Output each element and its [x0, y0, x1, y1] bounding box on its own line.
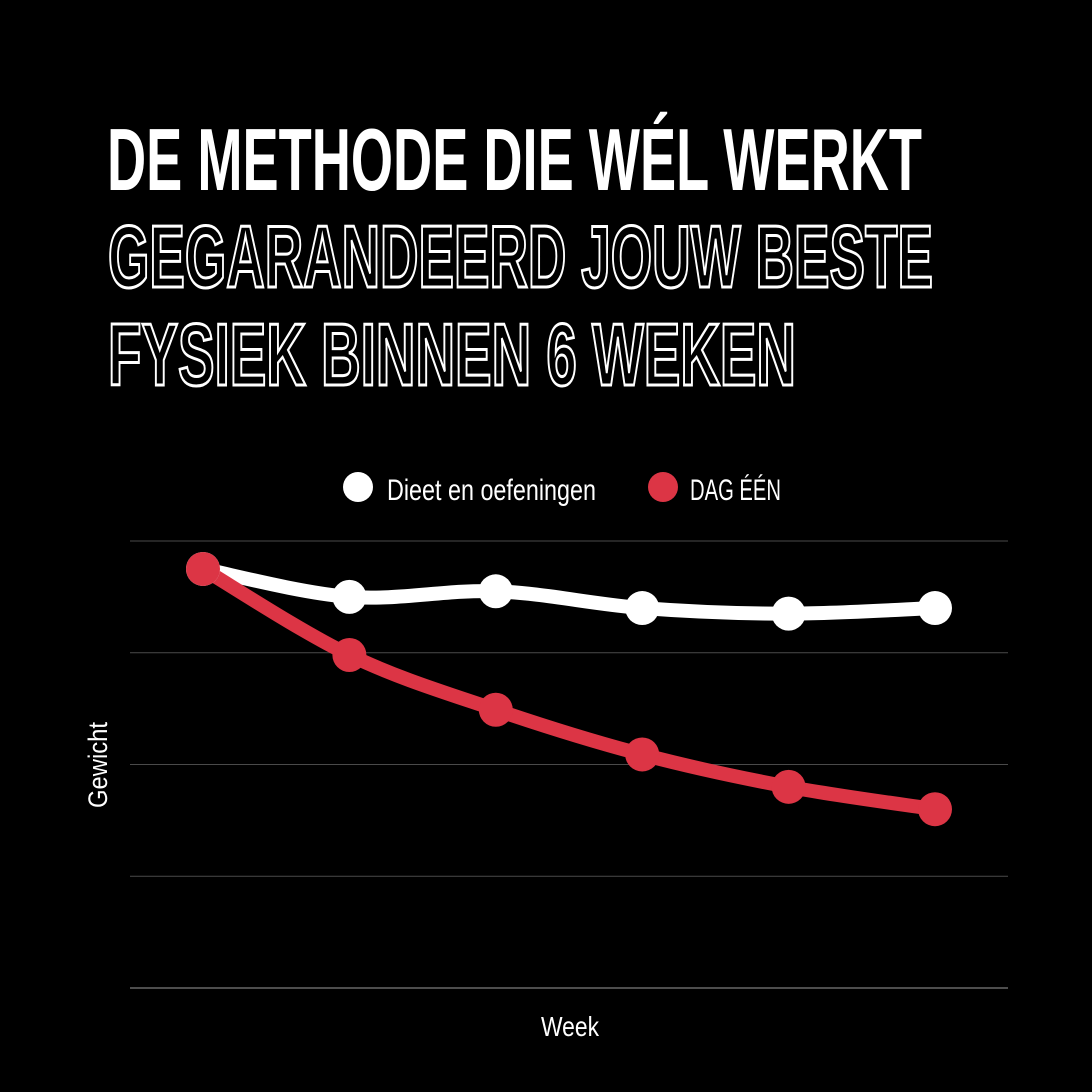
data-point-series-2-week-1 [186, 551, 220, 586]
x-axis-label: Week [541, 1011, 600, 1042]
legend-label-series-2: DAG ÉÉN [690, 474, 781, 507]
series-line-1 [196, 561, 942, 621]
data-point-series-1-week-4 [625, 591, 660, 626]
gridlines [130, 540, 1008, 989]
subtitle-line-2: FYSIEK BINNEN 6 WEKEN [108, 305, 796, 404]
data-point-series-2-week-6 [918, 792, 952, 827]
legend: Dieet en oefeningen DAG ÉÉN [343, 472, 781, 507]
data-point-series-2-week-3 [478, 692, 513, 727]
legend-marker-series-2 [648, 472, 678, 502]
data-point-series-1-week-6 [918, 591, 952, 626]
data-point-series-1-week-2 [332, 579, 367, 614]
data-point-series-2-week-2 [332, 637, 367, 672]
data-points [186, 551, 952, 827]
data-point-series-2-week-5 [771, 769, 806, 804]
y-axis-label: Gewicht [83, 722, 113, 808]
page-title: DE METHODE DIE WÉL WERKT [107, 110, 922, 209]
subtitle-line-1: GEGARANDEERD JOUW BESTE [108, 207, 933, 306]
data-point-series-1-week-3 [478, 574, 513, 609]
data-point-series-1-week-5 [771, 596, 806, 631]
data-point-series-2-week-4 [625, 737, 660, 772]
legend-label-series-1: Dieet en oefeningen [387, 474, 596, 507]
legend-marker-series-1 [343, 472, 373, 502]
